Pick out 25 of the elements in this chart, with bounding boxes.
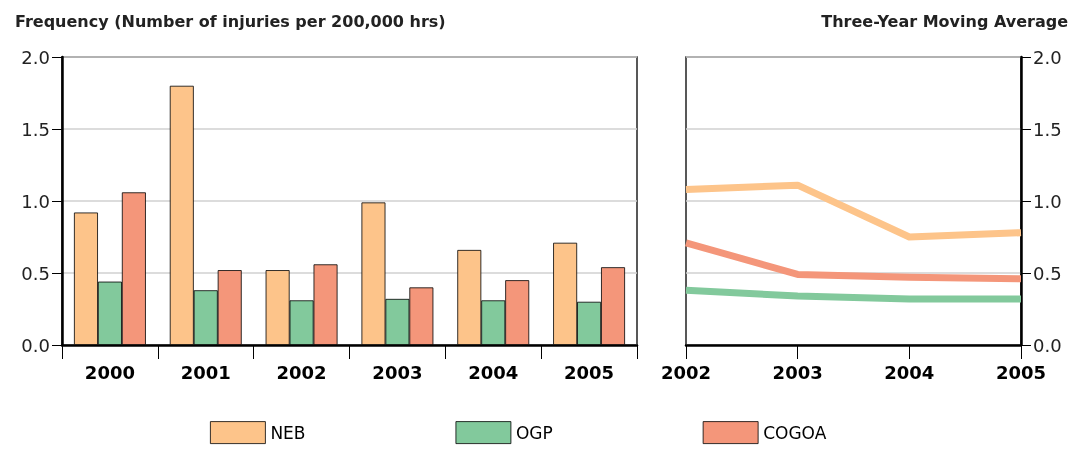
x-tick-label: 2005 <box>564 361 615 383</box>
y-tick-label: 0.5 <box>1033 262 1062 284</box>
y-tick-label: 0.5 <box>21 262 50 284</box>
chart-title: Frequency (Number of injuries per 200,000 hrs) <box>15 11 446 31</box>
legend-label: OGP <box>515 422 553 443</box>
x-tick-label: 2001 <box>180 361 231 383</box>
y-tick-label: 2.0 <box>1033 46 1062 68</box>
x-tick-label: 2002 <box>660 361 712 383</box>
legend-label: COGOA <box>763 422 827 443</box>
legend-label: NEB <box>270 422 306 443</box>
y-tick-label: 1.0 <box>21 190 50 212</box>
y-tick-label: 1.0 <box>1033 190 1062 212</box>
x-tick-label: 2002 <box>276 361 327 383</box>
x-tick-label: 2003 <box>772 361 823 383</box>
y-tick-label: 1.5 <box>1033 118 1062 140</box>
chart-title: Three-Year Moving Average <box>821 11 1069 31</box>
y-tick-label: 0.0 <box>21 334 50 356</box>
x-tick-label: 2005 <box>995 361 1047 383</box>
y-tick-label: 1.5 <box>21 118 50 140</box>
y-tick-label: 0.0 <box>1033 334 1062 356</box>
x-tick-label: 2000 <box>84 361 135 383</box>
x-tick-label: 2003 <box>372 361 423 383</box>
x-tick-label: 2004 <box>468 361 519 383</box>
y-tick-label: 2.0 <box>21 46 50 68</box>
x-tick-label: 2004 <box>884 361 935 383</box>
